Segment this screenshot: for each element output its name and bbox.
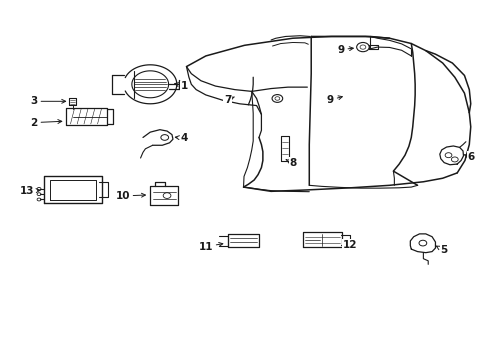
Text: 11: 11 bbox=[198, 242, 223, 252]
Text: 7: 7 bbox=[224, 95, 234, 105]
Text: 8: 8 bbox=[285, 158, 296, 168]
Text: 2: 2 bbox=[31, 118, 61, 127]
Text: 6: 6 bbox=[463, 152, 473, 162]
Text: 9: 9 bbox=[337, 45, 352, 55]
Text: 4: 4 bbox=[175, 133, 187, 143]
Text: 1: 1 bbox=[174, 81, 187, 91]
Text: 3: 3 bbox=[31, 96, 65, 106]
Text: 5: 5 bbox=[435, 245, 447, 255]
Text: 9: 9 bbox=[326, 95, 342, 105]
Text: 10: 10 bbox=[115, 191, 145, 201]
Text: 13: 13 bbox=[20, 186, 40, 196]
Text: 12: 12 bbox=[342, 239, 356, 249]
